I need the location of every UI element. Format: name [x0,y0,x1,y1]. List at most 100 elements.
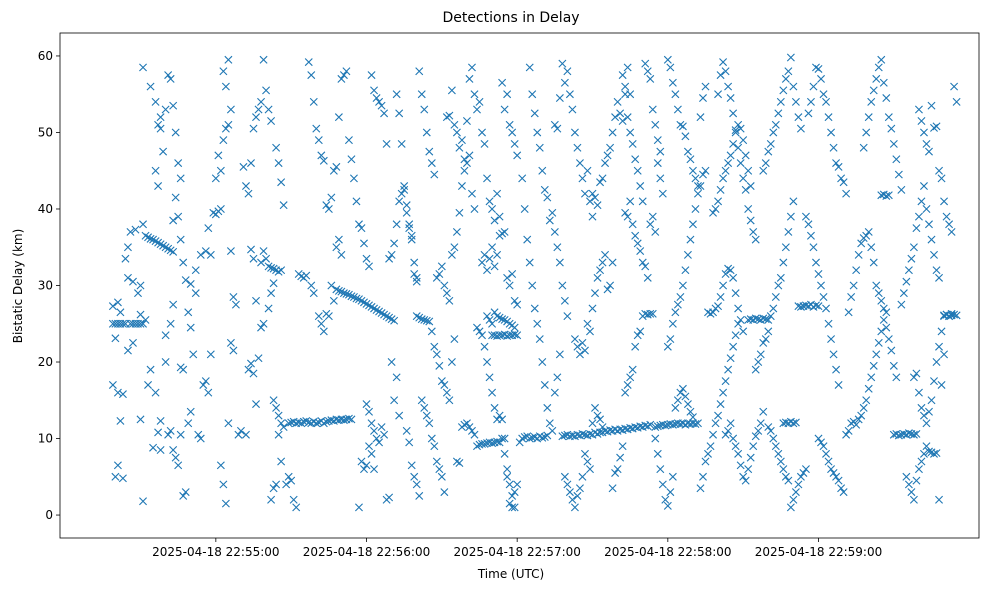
detection-point [226,105,235,114]
detection-point [653,449,662,458]
detection-point [392,373,401,382]
detection-point [950,82,959,91]
detection-point [344,136,353,145]
detection-point [751,365,760,374]
detection-point [751,235,760,244]
detection-point [914,212,923,221]
detection-point [545,419,554,428]
detection-point [844,308,853,317]
detection-point [390,396,399,405]
detection-point [709,308,718,317]
detection-point [493,250,502,259]
detection-point [229,292,238,301]
detection-point [264,304,273,313]
detection-point [879,78,888,87]
detection-point [249,254,258,263]
detection-point [498,78,507,87]
detection-point [118,390,127,399]
detection-point [402,208,411,217]
detection-point [744,465,753,474]
detection-point [626,128,635,137]
detection-point [282,480,291,489]
detection-point [726,354,735,363]
detection-point [216,204,225,213]
detection-point [633,166,642,175]
detection-point [932,266,941,275]
detection-point [219,67,228,76]
detection-point [550,388,559,397]
detection-point [621,208,630,217]
detection-point [937,174,946,183]
detection-point [927,235,936,244]
detection-point [327,281,336,290]
detection-point [864,113,873,122]
detection-point [267,263,276,272]
detection-point [467,189,476,198]
detection-point [375,97,384,106]
detection-point [739,136,748,145]
detection-point [636,247,645,256]
detection-point [862,396,871,405]
x-tick-label: 2025-04-18 22:58:00 [604,545,731,559]
detection-point [651,120,660,129]
detection-point [427,159,436,168]
detection-point [184,419,193,428]
detection-point [164,430,173,439]
detection-point [623,63,632,72]
detection-point [746,453,755,462]
detection-point [779,465,788,474]
detection-point [367,449,376,458]
detection-point [663,55,672,64]
detection-point [452,227,461,236]
detection-point [832,472,841,481]
detection-point [111,472,120,481]
detection-point [631,231,640,240]
detection-point [357,457,366,466]
detection-point [395,197,404,206]
detection-point [520,204,529,213]
detection-point [550,227,559,236]
detection-point [470,204,479,213]
detection-point [919,128,928,137]
detection-point [139,319,148,328]
detection-point [681,392,690,401]
detection-point [586,429,594,438]
detection-point [533,128,542,137]
detection-point [829,350,838,359]
detection-point [216,461,225,470]
detection-point [370,86,379,95]
detection-point [503,465,512,474]
detection-point [789,495,798,504]
detection-point [226,338,235,347]
detection-point [919,449,928,458]
detection-point [731,442,740,451]
detection-point [914,388,923,397]
detection-point [352,197,361,206]
detection-point [696,113,705,122]
detection-point [111,334,120,343]
detection-point [573,143,582,152]
detection-point [811,301,820,310]
detection-point [741,476,750,485]
detection-point [867,243,876,252]
detection-point [935,342,944,351]
detection-point [922,442,931,451]
detection-point [668,319,677,328]
detection-point [420,105,429,114]
detection-point [922,204,931,213]
detection-point [309,97,318,106]
detection-point [154,428,163,437]
detection-point [822,304,831,313]
detection-point [761,335,770,344]
detection-point [658,480,667,489]
detection-point [498,315,507,324]
detection-point [726,266,735,275]
y-tick-label: 0 [45,508,53,522]
detection-point [277,266,286,275]
detection-point [779,86,788,95]
detection-point [377,423,386,432]
detection-point [646,220,655,229]
detection-point [272,143,281,152]
detection-point [530,109,539,118]
detection-point [917,197,926,206]
